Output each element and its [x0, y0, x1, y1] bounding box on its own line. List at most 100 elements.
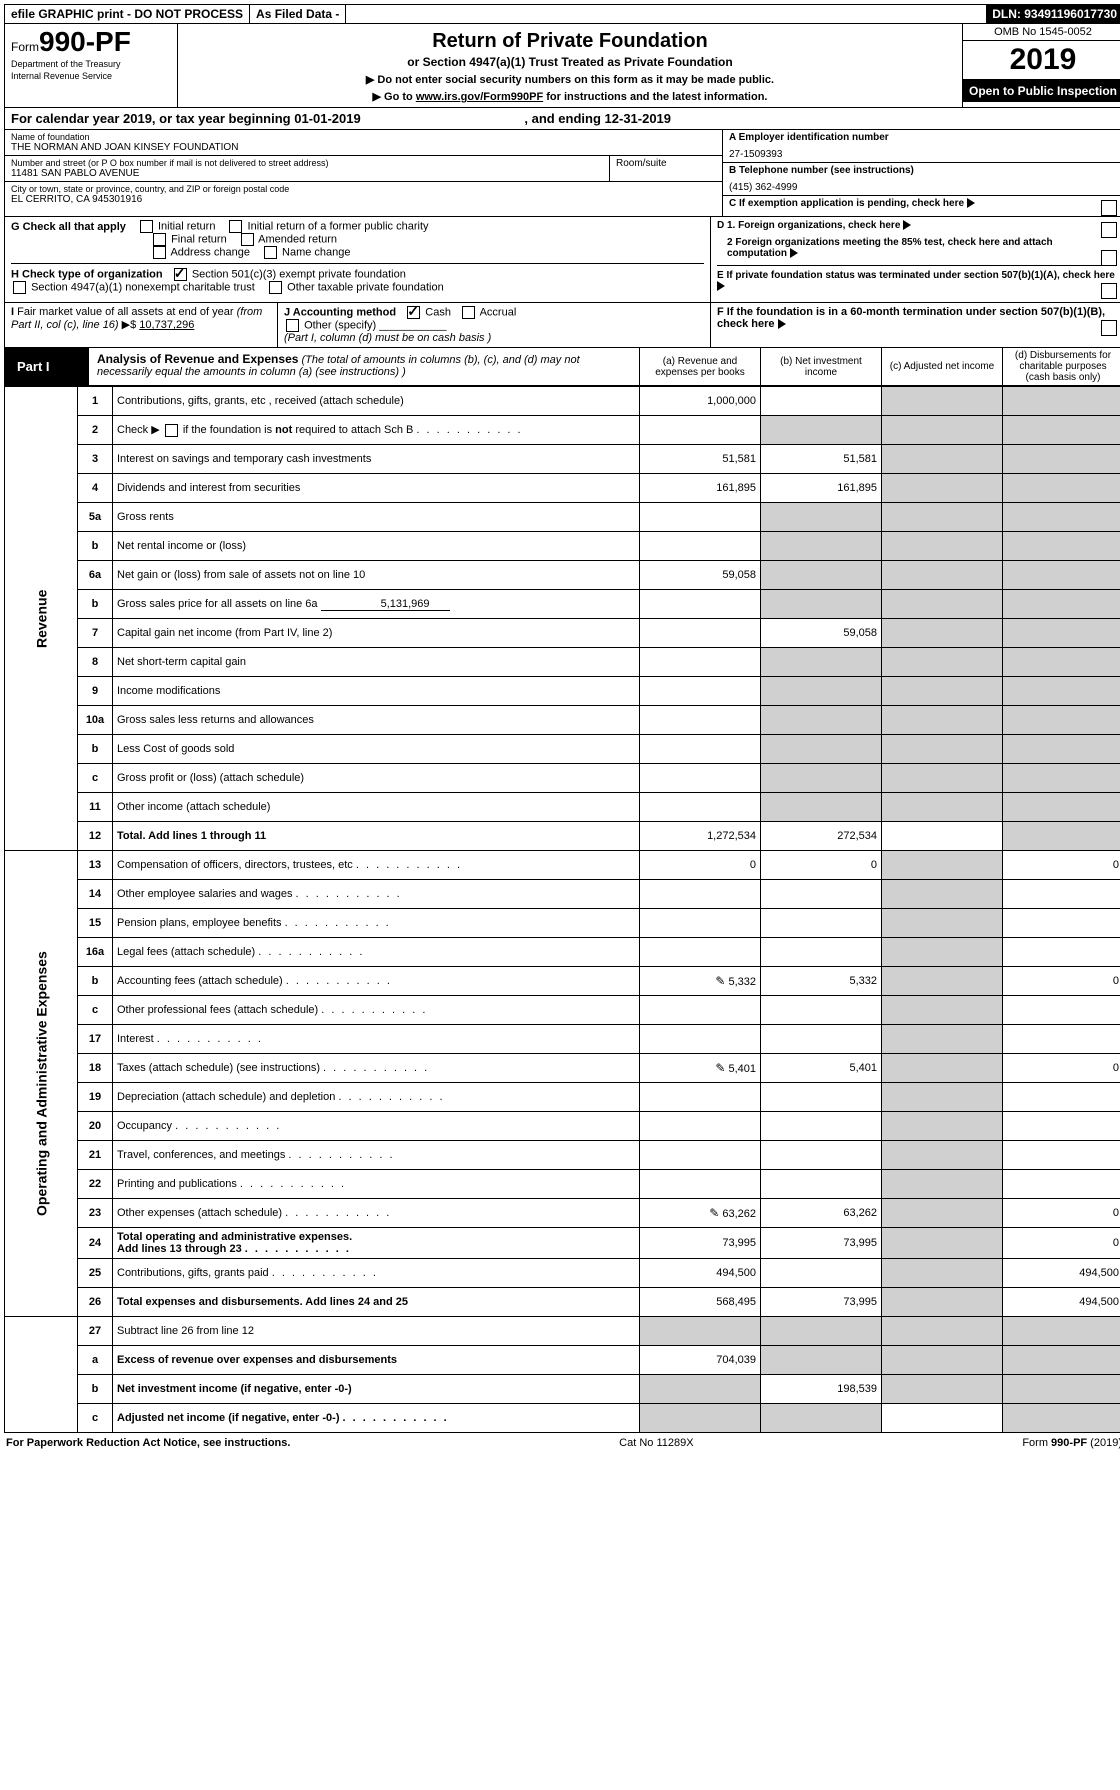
cell: [761, 706, 882, 735]
line-row: 9 Income modifications: [5, 677, 1120, 706]
cell: [761, 793, 882, 822]
header-note-1: ▶ Do not enter social security numbers o…: [184, 73, 956, 86]
cell: [640, 793, 761, 822]
cell: [640, 648, 761, 677]
cell: [640, 880, 761, 909]
cell: c: [78, 996, 113, 1025]
dln: DLN: 93491196017730: [986, 5, 1120, 23]
footer-mid: Cat No 11289X: [619, 1437, 693, 1449]
revenue-table: Revenue 1 Contributions, gifts, grants, …: [4, 386, 1120, 1433]
cell: [1003, 561, 1120, 590]
filed-label: As Filed Data -: [250, 5, 346, 23]
cb-e[interactable]: [1101, 283, 1117, 299]
cell: 59,058: [761, 619, 882, 648]
cell: [761, 1141, 882, 1170]
cell: 27: [78, 1317, 113, 1346]
cell: [640, 1404, 761, 1433]
cell: 15: [78, 909, 113, 938]
form-title: Return of Private Foundation: [184, 30, 956, 53]
part1-header: Part I Analysis of Revenue and Expenses …: [4, 348, 1120, 386]
h-label: H Check type of organization: [11, 268, 163, 280]
line-row: 20 Occupancy: [5, 1112, 1120, 1141]
line-desc: Gross sales less returns and allowances: [113, 706, 640, 735]
cell: [1003, 648, 1120, 677]
cb-501c3[interactable]: [174, 268, 187, 281]
checkbox-c[interactable]: [1101, 200, 1117, 216]
line-row: 25 Contributions, gifts, grants paid 494…: [5, 1259, 1120, 1288]
tax-year: 2019: [963, 41, 1120, 80]
cb-cash[interactable]: [407, 306, 420, 319]
cell: [640, 938, 761, 967]
cell: [1003, 1112, 1120, 1141]
line-row: Operating and Administrative Expenses 13…: [5, 851, 1120, 880]
cell: [1003, 677, 1120, 706]
attachment-icon[interactable]: ✎: [715, 974, 725, 988]
cell: 494,500: [1003, 1259, 1120, 1288]
cell: 4: [78, 474, 113, 503]
line-desc: Adjusted net income (if negative, enter …: [113, 1404, 640, 1433]
cb-f[interactable]: [1101, 320, 1117, 336]
attachment-icon[interactable]: ✎: [715, 1061, 725, 1075]
cell: [1003, 880, 1120, 909]
line-desc: Depreciation (attach schedule) and deple…: [113, 1083, 640, 1112]
cell: [761, 1025, 882, 1054]
cb-initial-former[interactable]: [229, 220, 242, 233]
cell: 198,539: [761, 1375, 882, 1404]
cb-accrual[interactable]: [462, 306, 475, 319]
name-label: Name of foundation: [11, 132, 716, 142]
cb-4947[interactable]: [13, 281, 26, 294]
cell: [882, 619, 1003, 648]
cell: [882, 445, 1003, 474]
identity-block: Name of foundation THE NORMAN AND JOAN K…: [4, 130, 1120, 217]
arrow-icon: [967, 198, 975, 208]
cell: [761, 1259, 882, 1288]
line-desc: Capital gain net income (from Part IV, l…: [113, 619, 640, 648]
cb-other-tax[interactable]: [269, 281, 282, 294]
exemption-pending: C If exemption application is pending, c…: [729, 198, 964, 209]
cell: ✎ 63,262: [640, 1199, 761, 1228]
line-row: 14 Other employee salaries and wages: [5, 880, 1120, 909]
line-row: b Net rental income or (loss): [5, 532, 1120, 561]
cell: [761, 532, 882, 561]
cell: ✎ 5,332: [640, 967, 761, 996]
cb-d2[interactable]: [1101, 250, 1117, 266]
line-row: c Other professional fees (attach schedu…: [5, 996, 1120, 1025]
cb-name-change[interactable]: [264, 246, 277, 259]
line-row: 19 Depreciation (attach schedule) and de…: [5, 1083, 1120, 1112]
cell: [882, 561, 1003, 590]
cb-other-method[interactable]: [286, 319, 299, 332]
line-desc: Other employee salaries and wages: [113, 880, 640, 909]
cell: 8: [78, 648, 113, 677]
attachment-icon[interactable]: ✎: [709, 1206, 719, 1220]
cb-d1[interactable]: [1101, 222, 1117, 238]
cell: [1003, 1346, 1120, 1375]
cell: [882, 909, 1003, 938]
col-a: (a) Revenue and expenses per books: [640, 348, 761, 385]
cell: [640, 619, 761, 648]
cb-initial[interactable]: [140, 220, 153, 233]
efile-label: efile GRAPHIC print - DO NOT PROCESS: [5, 5, 250, 23]
cell: 51,581: [640, 445, 761, 474]
line-desc: Total expenses and disbursements. Add li…: [113, 1288, 640, 1317]
street: 11481 SAN PABLO AVENUE: [11, 168, 603, 179]
line-desc: Gross sales price for all assets on line…: [113, 590, 640, 619]
cell: [761, 1083, 882, 1112]
cb-address[interactable]: [153, 246, 166, 259]
top-bar: efile GRAPHIC print - DO NOT PROCESS As …: [4, 4, 1120, 24]
cb-final[interactable]: [153, 233, 166, 246]
cell: ✎ 5,401: [640, 1054, 761, 1083]
cell: 494,500: [1003, 1288, 1120, 1317]
line-row: 8 Net short-term capital gain: [5, 648, 1120, 677]
phone: (415) 362-4999: [729, 182, 1117, 193]
cell: [761, 1170, 882, 1199]
cell: 6a: [78, 561, 113, 590]
line-row: Revenue 1 Contributions, gifts, grants, …: [5, 387, 1120, 416]
cell: [761, 764, 882, 793]
cell: [1003, 764, 1120, 793]
cell: [1003, 619, 1120, 648]
cb-amended[interactable]: [241, 233, 254, 246]
line-desc: Interest on savings and temporary cash i…: [113, 445, 640, 474]
cell: [882, 1054, 1003, 1083]
cell: 63,262: [761, 1199, 882, 1228]
col-c: (c) Adjusted net income: [882, 348, 1003, 385]
